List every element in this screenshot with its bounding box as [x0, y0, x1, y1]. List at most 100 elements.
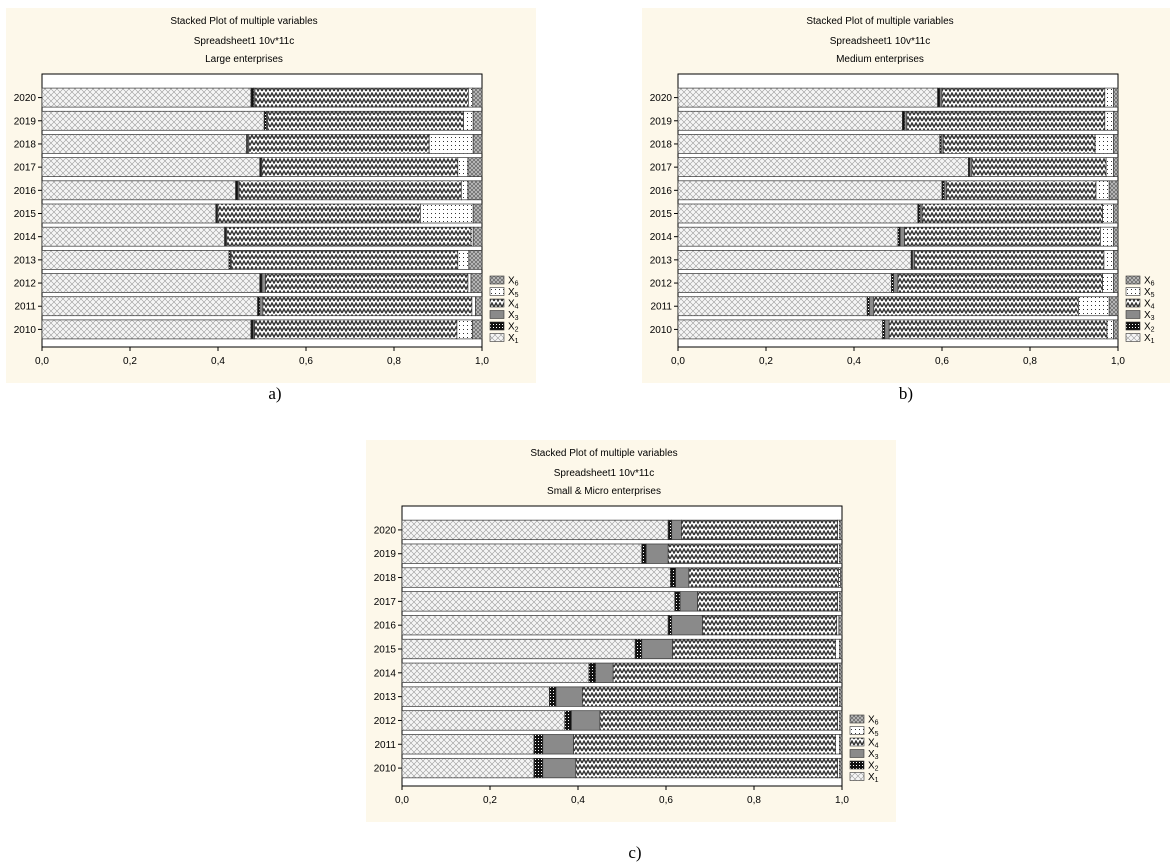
chart-title: Stacked Plot of multiple variables: [530, 448, 677, 459]
bar-segment-x2-2010: [533, 757, 544, 779]
x-tick-label: 1,0: [835, 795, 849, 806]
legend-label-x4: X4: [508, 299, 519, 311]
bar-segment-x3-2016: [671, 615, 703, 636]
bar-segment-x6-2012: [839, 710, 843, 731]
y-tick-label: 2011: [650, 302, 672, 313]
bar-segment-x5-2019: [1104, 110, 1114, 131]
y-tick-label: 2012: [650, 279, 673, 290]
legend-label-x2: X2: [868, 761, 879, 773]
bar-segment-x4-2012: [897, 273, 1103, 293]
bar-segment-x1-2010: [401, 757, 535, 779]
bar-segment-x2-2017: [674, 591, 681, 612]
bar-segment-x4-2017: [697, 591, 838, 612]
bar-segment-x4-2019: [267, 110, 464, 131]
bar-segment-x4-2018: [688, 567, 839, 588]
bar-segment-x2-2018: [670, 567, 677, 588]
y-tick-label: 2013: [374, 692, 397, 703]
bar-segment-x3-2015: [641, 638, 673, 660]
bar-segment-x4-2013: [230, 250, 459, 270]
y-tick-label: 2015: [14, 209, 37, 220]
bar-segment-x6-2012: [1113, 273, 1119, 293]
legend-swatch-x5: [489, 287, 505, 296]
y-tick-label: 2020: [650, 93, 673, 104]
x-tick-label: 0,8: [747, 795, 761, 806]
bar-segment-x2-2014: [588, 662, 596, 683]
stacked-bar-chart-c: Stacked Plot of multiple variables Spread…: [366, 440, 896, 822]
bar-segment-x1-2014: [677, 226, 899, 247]
legend-label-x4: X4: [1144, 299, 1155, 311]
bar-segment-x5-2015: [420, 203, 474, 224]
bar-segment-x4-2013: [914, 250, 1105, 270]
y-tick-label: 2010: [374, 764, 397, 775]
bar-segment-x4-2018: [942, 134, 1096, 154]
y-tick-label: 2010: [650, 325, 673, 336]
bar-segment-x6-2020: [472, 87, 483, 108]
caption-a: a): [268, 384, 282, 403]
y-tick-label: 2016: [14, 186, 37, 197]
bar-segment-x4-2016: [238, 180, 462, 201]
legend-swatch-x5: [1125, 287, 1141, 296]
y-tick-label: 2017: [650, 163, 673, 174]
chart-subtitle-group: Medium enterprises: [836, 54, 924, 65]
bar-segment-x1-2010: [677, 319, 883, 340]
y-tick-label: 2016: [650, 186, 673, 197]
bar-segment-x4-2010: [888, 319, 1108, 340]
legend-label-x6: X6: [508, 276, 519, 288]
bar-segment-x3-2017: [679, 591, 699, 612]
x-tick-label: 0,2: [759, 356, 773, 367]
bar-segment-x1-2011: [401, 734, 535, 755]
x-tick-label: 0,2: [123, 356, 137, 367]
legend-label-x5: X5: [1144, 287, 1155, 299]
bar-segment-x3-2010: [542, 757, 577, 779]
bar-segment-x1-2013: [401, 686, 550, 707]
legend-label-x3: X3: [508, 310, 519, 322]
chart-subtitle-group: Large enterprises: [205, 54, 283, 65]
bar-segment-x4-2011: [573, 734, 836, 755]
y-tick-label: 2017: [374, 597, 397, 608]
stacked-bar-chart-a: Stacked Plot of multiple variables Spread…: [6, 8, 536, 383]
bar-segment-x6-2016: [467, 180, 483, 201]
bar-segment-x5-2015: [1102, 203, 1114, 224]
legend-label-x5: X5: [508, 287, 519, 299]
legend-swatch-x2: [489, 321, 505, 331]
bar-segment-x5-2012: [1102, 273, 1114, 293]
bar-segment-x5-2016: [1095, 180, 1110, 201]
bar-segment-x3-2010: [884, 319, 890, 340]
bar-segment-x5-2018: [1094, 134, 1114, 154]
x-tick-label: 0,0: [395, 795, 409, 806]
legend-label-x1: X1: [868, 772, 879, 784]
bar-segment-x3-2019: [645, 543, 669, 564]
bar-segment-x6-2015: [839, 638, 843, 660]
bar-segment-x5-2013: [1103, 250, 1114, 270]
bar-segment-x2-2020: [667, 519, 673, 541]
bar-segment-x4-2015: [672, 638, 836, 660]
y-tick-label: 2014: [650, 232, 673, 243]
bar-segment-x1-2016: [401, 615, 669, 636]
legend-swatch-x1: [1125, 333, 1141, 342]
bar-segment-x4-2020: [254, 87, 469, 108]
bar-segment-x1-2012: [41, 273, 261, 293]
bar-segment-x6-2017: [1113, 157, 1119, 177]
bar-segment-x5-2020: [1104, 87, 1114, 108]
bar-segment-x5-2019: [463, 110, 474, 131]
bar-segment-x6-2010: [839, 757, 843, 779]
legend-label-x1: X1: [1144, 333, 1155, 345]
x-tick-label: 0,0: [35, 356, 49, 367]
bar-segment-x1-2018: [41, 134, 247, 154]
y-tick-label: 2016: [374, 621, 397, 632]
y-tick-label: 2020: [14, 93, 37, 104]
bar-segment-x2-2015: [634, 638, 643, 660]
y-tick-label: 2012: [374, 716, 397, 727]
x-tick-label: 0,6: [299, 356, 313, 367]
legend-swatch-x3: [1125, 310, 1141, 319]
x-tick-label: 0,2: [483, 795, 497, 806]
bar-segment-x1-2019: [677, 110, 903, 131]
bar-segment-x1-2016: [41, 180, 236, 201]
bar-segment-x4-2012: [265, 273, 469, 293]
bar-segment-x5-2014: [1100, 226, 1114, 247]
bar-segment-x6-2011: [1108, 296, 1119, 317]
bar-segment-x6-2010: [1113, 319, 1119, 340]
bar-segment-x2-2019: [641, 543, 647, 564]
x-tick-label: 1,0: [1111, 356, 1125, 367]
bar-segment-x4-2011: [873, 296, 1079, 317]
